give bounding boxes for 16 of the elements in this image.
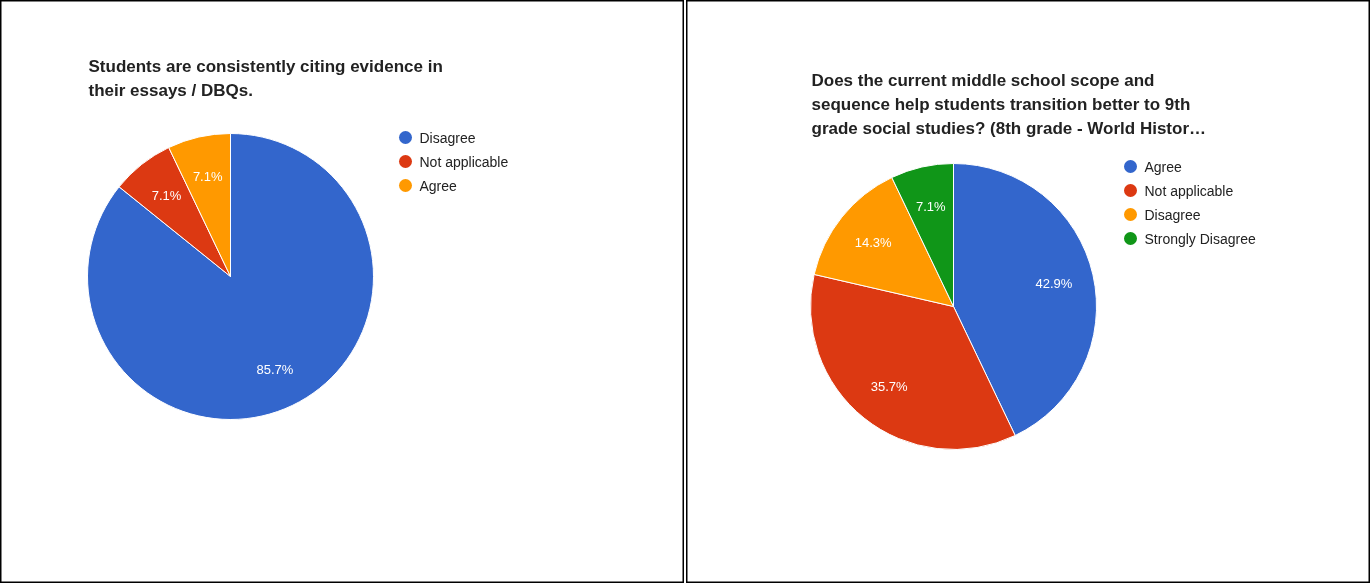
data-label: 7.1%	[151, 188, 182, 204]
legend-label: Agree	[419, 177, 458, 194]
data-label: 14.3%	[854, 234, 893, 250]
data-label: 35.7%	[870, 379, 908, 395]
chart-title: Students are consistently citing evidence in their essays / DBQs.	[88, 57, 443, 100]
chart-title: Does the current middle school scope and sequence help students transition better to 9th grade social studies? (8th grade - World Histor…	[811, 71, 1207, 138]
legend-label: Disagree	[1144, 206, 1201, 223]
data-label: 7.1%	[192, 168, 223, 184]
legend-label: Agree	[1144, 158, 1183, 175]
legend-label: Not applicable	[419, 153, 509, 170]
data-label: 42.9%	[1035, 276, 1073, 292]
legend-label: Not applicable	[1144, 182, 1234, 199]
legend-label: Disagree	[419, 129, 476, 146]
data-label: 7.1%	[915, 198, 946, 214]
data-label: 85.7%	[256, 361, 294, 377]
legend-label: Strongly Disagree	[1144, 230, 1256, 247]
